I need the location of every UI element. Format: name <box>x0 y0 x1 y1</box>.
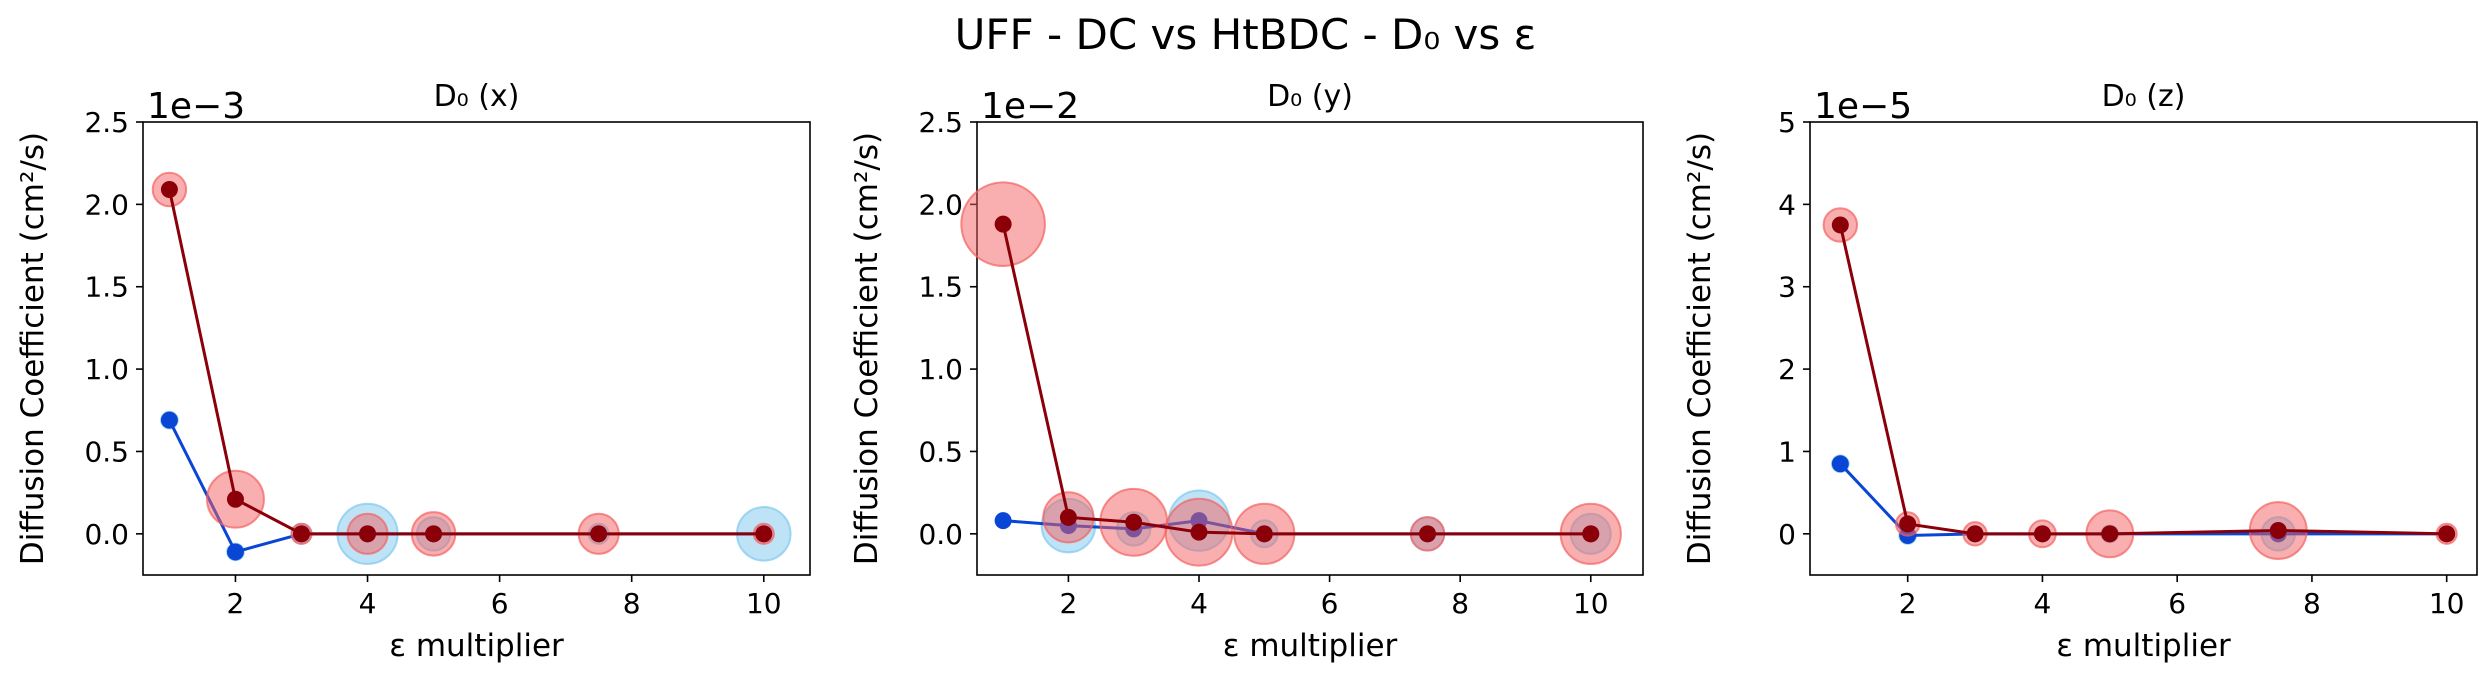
x-tick-label: 8 <box>623 587 641 620</box>
y-axis-label: Diffusion Coefficient (cm²/s) <box>849 132 885 565</box>
y-tick-label: 4 <box>1778 188 1796 221</box>
y-tick-label: 0 <box>1778 518 1796 551</box>
x-tick-label: 8 <box>2303 587 2321 620</box>
subplot-title: D₀ (x) <box>434 79 520 114</box>
y-tick-label: 2.0 <box>84 188 129 221</box>
data-point <box>1190 523 1208 541</box>
x-axis-label: ε multiplier <box>1223 628 1398 664</box>
data-point <box>226 543 244 561</box>
data-point <box>226 490 244 508</box>
data-point <box>994 215 1012 233</box>
x-tick-label: 6 <box>1321 587 1339 620</box>
data-point <box>359 525 377 543</box>
x-tick-label: 2 <box>227 587 245 620</box>
y-tick-label: 0.5 <box>918 435 963 468</box>
y-tick-label: 2.0 <box>918 188 963 221</box>
x-tick-label: 6 <box>491 587 509 620</box>
y-tick-label: 5 <box>1778 106 1796 139</box>
y-tick-label: 0.0 <box>84 518 129 551</box>
data-point <box>292 525 310 543</box>
axes-frame <box>1809 121 2478 576</box>
data-point <box>2438 525 2456 543</box>
x-axis-label: ε multiplier <box>389 628 564 664</box>
y-tick-label: 1.0 <box>918 353 963 386</box>
data-point <box>1125 513 1143 531</box>
subplot-3: 2 4 6 8 10 0 1 2 3 4 5 1e−5 D₀ (z) ε multiplier Diffus… <box>1682 79 2478 664</box>
series-2 <box>151 171 775 557</box>
series-line <box>1839 462 2447 537</box>
axes-frame <box>976 121 1644 576</box>
x-tick-label: 4 <box>359 587 377 620</box>
data-point <box>755 525 773 543</box>
data-point <box>160 181 178 199</box>
x-tick-label: 2 <box>1899 587 1917 620</box>
subplot-title: D₀ (z) <box>2102 79 2186 114</box>
y-tick-label: 1.5 <box>84 271 129 304</box>
data-point <box>590 525 608 543</box>
data-point <box>1255 525 1273 543</box>
series-line <box>1001 223 1591 536</box>
y-offset-label: 1e−2 <box>981 86 1079 127</box>
x-tick-label: 4 <box>2034 587 2052 620</box>
x-tick-label: 10 <box>2429 587 2465 620</box>
x-axis-label: ε multiplier <box>2056 628 2231 664</box>
data-point <box>2033 525 2051 543</box>
y-axis-label: Diffusion Coefficient (cm²/s) <box>1682 132 1718 565</box>
data-point <box>2269 522 2287 540</box>
data-point <box>1419 525 1437 543</box>
data-point <box>425 525 443 543</box>
x-tick-label: 10 <box>746 587 782 620</box>
y-tick-label: 1 <box>1778 435 1796 468</box>
y-tick-label: 2 <box>1778 353 1796 386</box>
y-offset-label: 1e−3 <box>147 86 245 127</box>
y-tick-label: 2.5 <box>84 106 129 139</box>
data-point <box>994 512 1012 530</box>
subplot-title: D₀ (y) <box>1267 79 1353 114</box>
axes-frame <box>142 121 811 576</box>
y-tick-label: 1.5 <box>918 271 963 304</box>
x-tick-label: 10 <box>1573 587 1609 620</box>
y-tick-label: 2.5 <box>918 106 963 139</box>
data-point <box>1831 216 1849 234</box>
data-point <box>1831 455 1849 473</box>
data-point <box>1582 525 1600 543</box>
series-1 <box>1830 454 2456 552</box>
y-tick-label: 3 <box>1778 271 1796 304</box>
figure-title: UFF - DC vs HtBDC - D₀ vs ε <box>954 10 1537 59</box>
series-line <box>1838 224 2447 536</box>
x-tick-label: 6 <box>2168 587 2186 620</box>
data-point <box>1899 515 1917 533</box>
x-tick-label: 8 <box>1451 587 1469 620</box>
data-point <box>2101 525 2119 543</box>
data-point <box>1966 525 1984 543</box>
x-tick-label: 4 <box>1190 587 1208 620</box>
series-2 <box>960 181 1622 567</box>
y-tick-label: 1.0 <box>84 353 129 386</box>
y-tick-label: 0.5 <box>84 435 129 468</box>
x-tick-label: 2 <box>1059 587 1077 620</box>
subplot-1: 2 4 6 8 10 0.0 0.5 1.0 1.5 2.0 2.5 1e−3 D₀ (x) ε mult… <box>15 79 811 664</box>
y-offset-label: 1e−5 <box>1814 86 1912 127</box>
data-point <box>1059 508 1077 526</box>
series-2 <box>1822 207 2458 560</box>
y-axis-label: Diffusion Coefficient (cm²/s) <box>15 132 51 565</box>
subplot-2: 2 4 6 8 10 0.0 0.5 1.0 1.5 2.0 2.5 1e−2 D₀ (y) ε mult… <box>849 79 1644 664</box>
data-point <box>160 411 178 429</box>
y-tick-label: 0.0 <box>918 518 963 551</box>
